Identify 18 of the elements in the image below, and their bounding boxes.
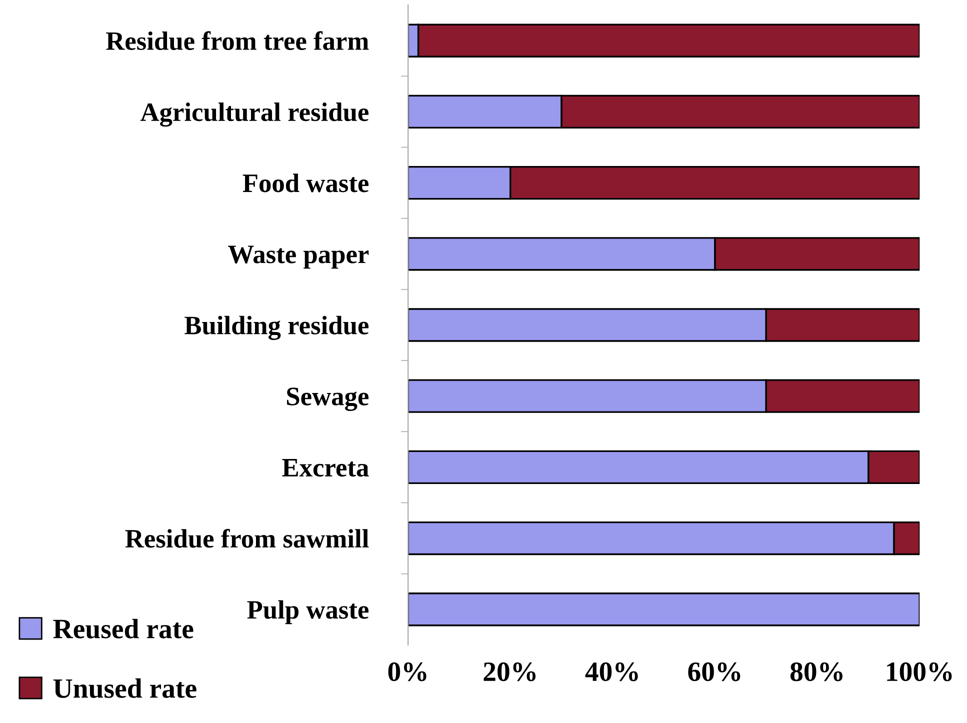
y-tick-label: Food waste bbox=[242, 174, 369, 192]
x-tick-label: 40% bbox=[585, 662, 638, 682]
legend-label: Unused rate bbox=[53, 678, 196, 698]
y-tick-label: Residue from sawmill bbox=[125, 528, 369, 548]
y-tick-label: Sewage bbox=[287, 388, 368, 411]
y-tick-label: Waste paper bbox=[228, 246, 369, 269]
y-tick-label: Excreta bbox=[282, 459, 369, 477]
x-tick-label: 60% bbox=[688, 662, 740, 682]
x-tick-label: 80% bbox=[790, 662, 842, 682]
legend-label: Reused rate bbox=[53, 618, 194, 638]
y-tick-label: Agricultural residue bbox=[140, 102, 368, 127]
y-tick-label: Pulp waste bbox=[247, 600, 369, 624]
y-tick-label: Residue from tree farm bbox=[106, 31, 369, 50]
x-tick-label: 100% bbox=[887, 662, 952, 682]
bar bbox=[408, 592, 920, 626]
x-tick-label: 20% bbox=[484, 662, 536, 682]
y-tick-label: Building residue bbox=[184, 316, 369, 340]
x-tick-label: 0% bbox=[388, 662, 426, 682]
